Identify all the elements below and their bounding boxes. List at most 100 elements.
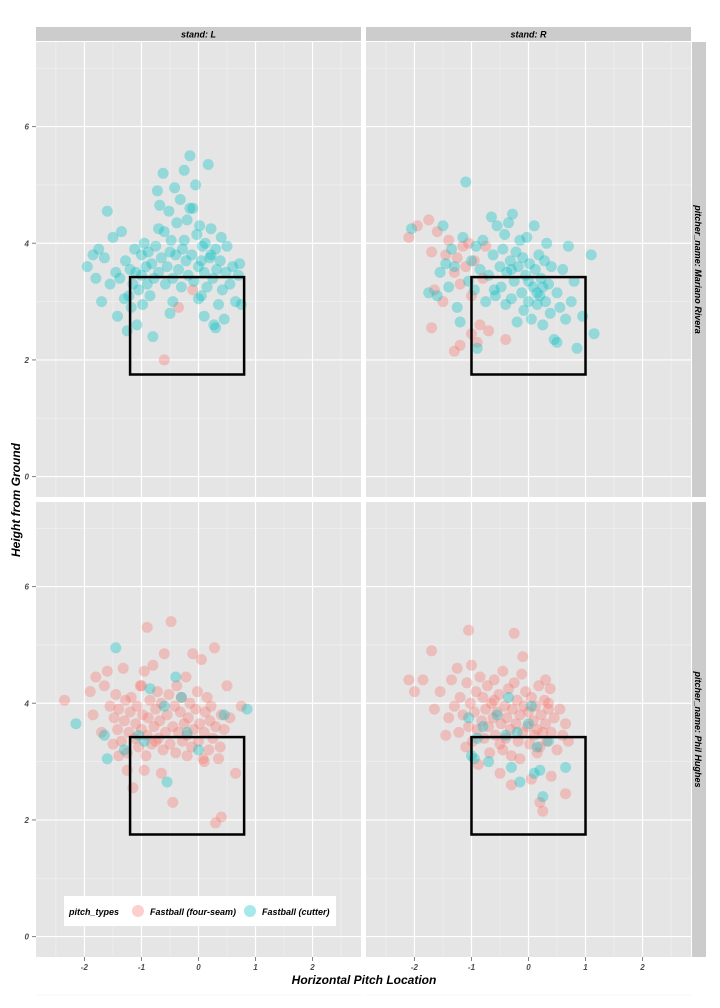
data-point (551, 336, 563, 348)
data-point (545, 261, 557, 273)
data-point (202, 159, 214, 170)
data-point (98, 729, 110, 741)
data-point (562, 240, 574, 252)
data-point (154, 715, 166, 727)
data-point (557, 264, 569, 275)
data-point (489, 290, 501, 302)
data-point (178, 164, 190, 176)
strike-zone (128, 275, 246, 376)
data-point (118, 293, 130, 305)
legend-key-cutter (244, 905, 256, 917)
y-tick-label: 4 (24, 239, 30, 248)
y-tick-label: 4 (24, 699, 30, 708)
data-point (497, 744, 509, 756)
strip-label: pitcher_name: Phil Hughes (693, 670, 703, 787)
data-point (184, 150, 196, 162)
data-point (518, 304, 530, 316)
data-point (488, 694, 500, 706)
data-point (472, 759, 484, 770)
legend-background (64, 896, 336, 926)
data-point (138, 764, 150, 776)
data-point (535, 709, 547, 721)
data-point (460, 741, 472, 753)
data-point (499, 229, 511, 240)
data-point (525, 313, 537, 325)
data-point (533, 249, 545, 261)
data-point (184, 697, 196, 709)
data-point (70, 718, 82, 730)
data-point (208, 319, 220, 331)
strip-pitcher-name-mariano-rivera (692, 42, 706, 497)
data-point (130, 266, 142, 278)
data-point (136, 249, 147, 261)
data-point (151, 686, 163, 698)
data-point (477, 691, 489, 703)
data-point (504, 255, 516, 267)
data-point (201, 691, 213, 703)
data-point (164, 738, 176, 750)
data-point (461, 677, 473, 689)
data-point (195, 654, 207, 665)
data-point (170, 671, 182, 683)
data-point (158, 226, 170, 238)
data-point (551, 744, 563, 756)
data-point (161, 261, 173, 273)
data-point (497, 665, 509, 677)
data-point (565, 296, 577, 308)
data-point (505, 293, 517, 305)
data-point (531, 741, 543, 753)
data-point (215, 709, 227, 721)
data-point (197, 240, 208, 252)
data-point (470, 686, 482, 698)
data-point (487, 249, 499, 261)
data-point (485, 697, 497, 709)
data-point (494, 261, 506, 273)
data-point (205, 223, 217, 235)
data-point (193, 735, 204, 747)
data-point (165, 616, 177, 628)
data-point (474, 671, 486, 683)
data-point (499, 700, 511, 712)
data-point (173, 264, 184, 275)
series-fastball-cutter (70, 642, 253, 788)
data-point (457, 240, 469, 252)
data-point (131, 700, 143, 712)
data-point (474, 319, 486, 331)
data-point (543, 703, 554, 715)
data-point (112, 310, 123, 322)
data-point (505, 779, 517, 791)
data-point (501, 266, 513, 278)
data-point (131, 319, 143, 331)
y-tick-label: 0 (25, 473, 30, 482)
data-point (403, 674, 415, 686)
y-tick-label: 2 (24, 816, 30, 825)
data-point (533, 680, 545, 692)
data-point (517, 726, 529, 738)
data-point (218, 724, 230, 735)
data-point (227, 261, 239, 273)
data-point (417, 674, 429, 686)
data-point (483, 269, 495, 281)
data-point (214, 255, 226, 267)
data-point (540, 718, 552, 730)
data-point (443, 281, 455, 293)
data-point (171, 217, 183, 229)
data-point (193, 261, 204, 273)
data-point (503, 683, 514, 695)
panel-stand-r-pitcher-name-mariano-rivera (366, 42, 691, 536)
data-point (523, 706, 534, 718)
data-point (514, 753, 526, 765)
data-point (180, 671, 192, 683)
data-point (108, 712, 120, 724)
data-point (446, 674, 457, 686)
data-point (431, 226, 443, 238)
data-point (178, 718, 190, 730)
data-point (204, 715, 216, 727)
data-point (471, 342, 483, 354)
data-point (110, 266, 122, 278)
data-point (194, 220, 206, 232)
data-point (198, 266, 210, 278)
data-point (523, 275, 534, 287)
data-point (514, 234, 526, 246)
